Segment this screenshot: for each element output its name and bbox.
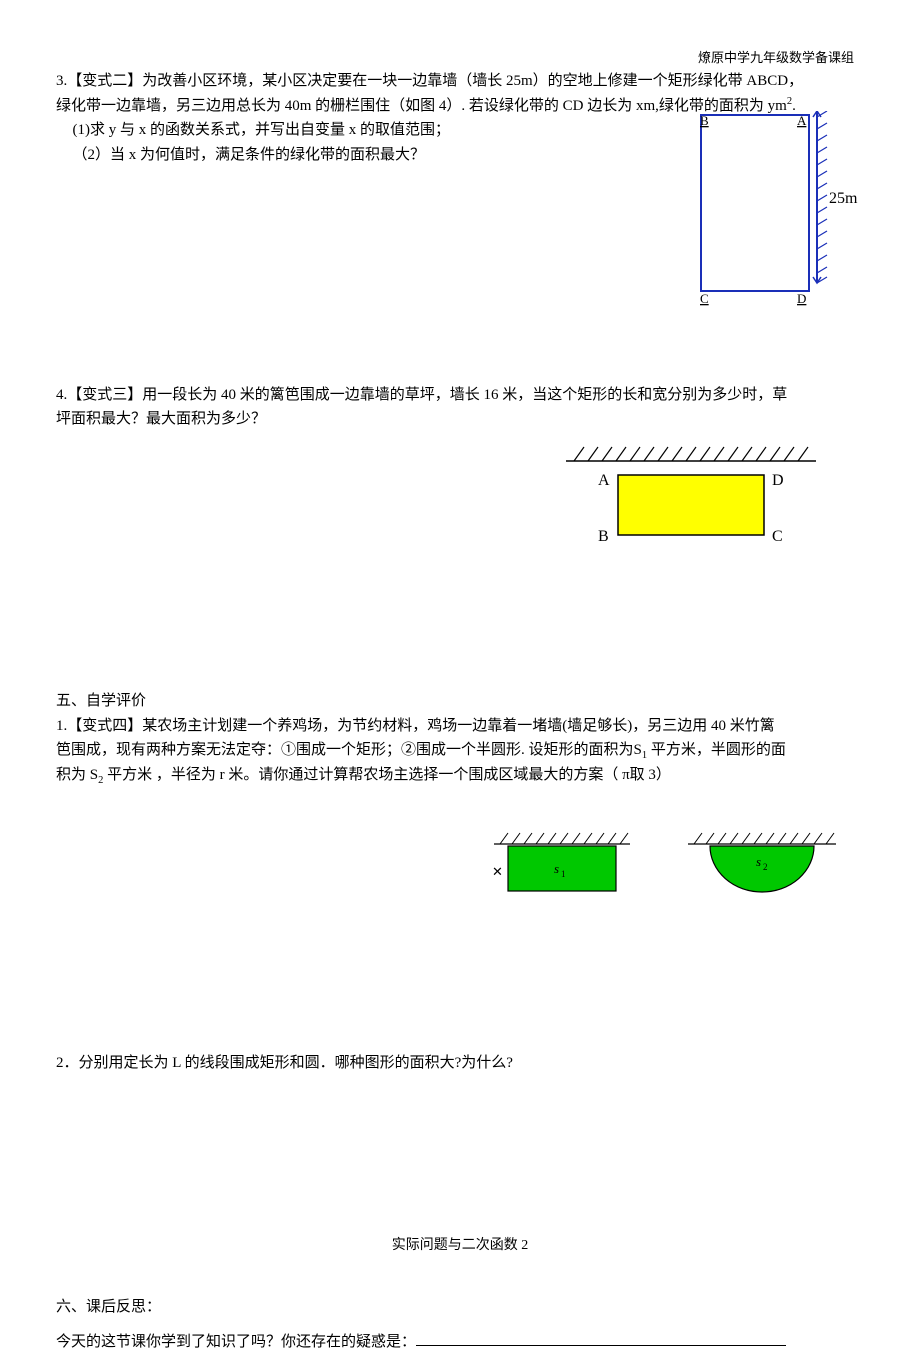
q4-line2: 坪面积最大？最大面积为多少？ [56,408,864,431]
q5-l2b: 平方米 ，半径为 r 米。请你通过计算帮农场主选择一个围成区域最大的方案（ π取… [103,767,671,783]
reflection-line: 今天的这节课你学到了知识了吗？你还存在的疑惑是： [56,1331,864,1353]
q5-l2a: 积为 S [56,767,98,783]
q3-sub2: （2）当 x 为何值时，满足条件的绿化带的面积最大？ [56,144,691,167]
section6-heading: 六、课后反思： [56,1296,864,1319]
q5-l1a: 1.【变式四】某农场主计划建一个养鸡场，为节约材料，鸡场一边靠着一堵墙(墙足够长… [56,718,775,734]
q5-line2: 积为 S2 平方米 ，半径为 r 米。请你通过计算帮农场主选择一个围成区域最大的… [56,764,864,787]
svg-text:2: 2 [763,862,768,872]
svg-text:D: D [772,472,784,489]
svg-text:C: C [700,291,709,306]
q3-line2-text: 绿化带一边靠墙，另三边用总长为 40m 的栅栏围住（如图 4）. 若设绿化带的 … [56,98,787,114]
q5-figure: s 1 ✕ s 2 [476,826,864,912]
q3-figure: 25m B A C D [699,111,864,314]
q5-l1b: 笆围成，现有两种方案无法定夺：①围成一个矩形；②围成一个半圆形. 设矩形的面积为… [56,742,642,758]
q6-text: 2．分别用定长为 L 的线段围成矩形和圆．哪种图形的面积大?为什么? [56,1052,864,1075]
svg-text:s: s [756,854,761,869]
svg-text:A: A [797,113,807,128]
q5-l1c: 平方米，半圆形的面 [647,742,786,758]
q3-line1: 3.【变式二】为改善小区环境，某小区决定要在一块一边靠墙（墙长 25m）的空地上… [56,70,864,93]
svg-text:1: 1 [561,869,566,879]
svg-text:D: D [797,291,806,306]
svg-text:C: C [772,528,783,545]
q3-sub1: (1)求 y 与 x 的函数关系式，并写出自变量 x 的取值范围； [56,119,691,142]
svg-text:A: A [598,472,610,489]
svg-text:s: s [554,861,559,876]
q5-line1: 1.【变式四】某农场主计划建一个养鸡场，为节约材料，鸡场一边靠着一堵墙(墙足够长… [56,715,864,738]
page-footer: 实际问题与二次函数 2 [0,1235,920,1256]
header-school: 燎原中学九年级数学备课组 [698,48,854,68]
reflection-text: 今天的这节课你学到了知识了吗？你还存在的疑惑是： [56,1334,416,1350]
svg-text:B: B [598,528,609,545]
q4-figure: A D B C [556,441,864,561]
svg-text:25m: 25m [829,190,858,207]
svg-text:✕: ✕ [492,864,503,879]
blank-underline [416,1345,786,1346]
q4-line1: 4.【变式三】用一段长为 40 米的篱笆围成一边靠墙的草坪，墙长 16 米，当这… [56,384,864,407]
q5-line1b: 笆围成，现有两种方案无法定夺：①围成一个矩形；②围成一个半圆形. 设矩形的面积为… [56,739,864,762]
svg-text:B: B [700,113,709,128]
section5-heading: 五、自学评价 [56,690,864,713]
